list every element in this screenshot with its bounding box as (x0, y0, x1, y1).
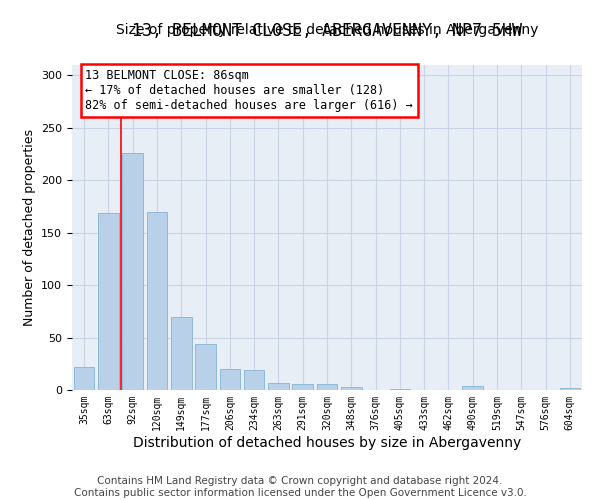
Bar (389, 389, 410, 390)
Bar (195, 344, 216, 390)
Bar (171, 316, 191, 390)
Text: 13 BELMONT CLOSE: 86sqm
← 17% of detached houses are smaller (128)
82% of semi-d: 13 BELMONT CLOSE: 86sqm ← 17% of detache… (85, 69, 413, 112)
Bar (74, 367, 94, 390)
Bar (220, 369, 240, 390)
Bar (268, 382, 289, 390)
Bar (292, 384, 313, 390)
Bar (463, 386, 483, 390)
Bar (317, 384, 337, 390)
Bar (146, 212, 167, 390)
Bar (98, 213, 119, 390)
Bar (122, 153, 143, 390)
Bar (341, 387, 362, 390)
Title: Size of property relative to detached houses in Abergavenny: Size of property relative to detached ho… (116, 24, 538, 38)
Y-axis label: Number of detached properties: Number of detached properties (23, 129, 35, 326)
X-axis label: Distribution of detached houses by size in Abergavenny: Distribution of detached houses by size … (133, 436, 521, 450)
Bar (560, 388, 580, 390)
Text: Contains HM Land Registry data © Crown copyright and database right 2024.
Contai: Contains HM Land Registry data © Crown c… (74, 476, 526, 498)
Bar (244, 370, 265, 390)
Text: 13, BELMONT CLOSE, ABERGAVENNY, NP7 5HW: 13, BELMONT CLOSE, ABERGAVENNY, NP7 5HW (132, 22, 522, 40)
